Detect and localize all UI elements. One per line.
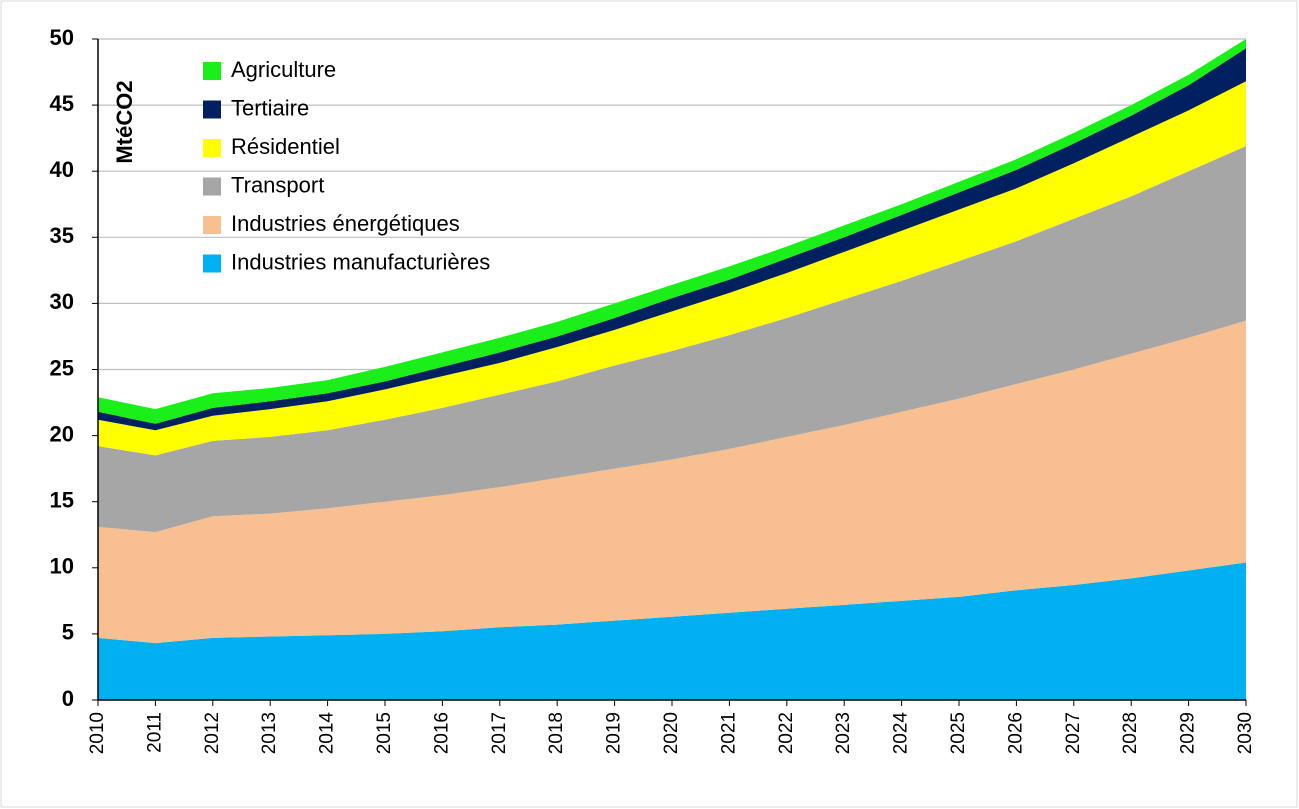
area — [98, 562, 1246, 700]
x-tick-label: 2014 — [317, 712, 338, 755]
legend-swatch — [203, 100, 221, 119]
x-tick-label: 2012 — [202, 712, 223, 754]
x-tick-label: 2025 — [948, 712, 969, 754]
area — [98, 81, 1246, 456]
x-tick-label: 2017 — [489, 712, 510, 754]
y-tick-label: 30 — [50, 289, 74, 314]
legend-label: Transport — [231, 172, 324, 197]
area — [98, 320, 1246, 644]
y-axis-label: MtéCO2 — [112, 80, 137, 163]
y-tick-label: 50 — [50, 25, 74, 50]
legend-swatch — [203, 216, 221, 234]
x-tick-label: 2018 — [546, 712, 567, 754]
x-tick-label: 2021 — [718, 712, 739, 754]
legend-swatch — [203, 139, 221, 157]
legend-swatch — [203, 254, 221, 273]
y-tick-label: 20 — [50, 421, 74, 446]
area — [98, 146, 1246, 533]
x-tick-label: 2019 — [604, 712, 625, 754]
x-tick-label: 2024 — [891, 712, 912, 755]
x-tick-label: 2030 — [1235, 712, 1256, 754]
x-tick-label: 2020 — [661, 712, 682, 754]
legend-label: Résidentiel — [231, 134, 340, 159]
y-tick-label: 45 — [50, 91, 74, 116]
legend-swatch — [203, 177, 221, 196]
x-tick-label: 2011 — [144, 712, 165, 753]
y-tick-label: 5 — [62, 620, 74, 645]
areas — [98, 39, 1246, 700]
legend-label: Agriculture — [231, 57, 336, 82]
y-tick-label: 25 — [50, 355, 74, 380]
x-tick-label: 2029 — [1178, 712, 1199, 754]
x-tick-label: 2013 — [259, 712, 280, 754]
x-tick-label: 2022 — [776, 712, 797, 754]
y-tick-label: 35 — [50, 223, 74, 248]
y-tick-label: 40 — [50, 157, 74, 182]
y-tick-label: 10 — [50, 554, 74, 579]
x-tick-label: 2023 — [833, 712, 854, 754]
x-tick-label: 2015 — [374, 712, 395, 754]
x-tick-label: 2027 — [1063, 712, 1084, 754]
y-tick-label: 15 — [50, 488, 74, 513]
x-tick-label: 2016 — [431, 712, 452, 754]
legend-label: Industries manufacturières — [231, 249, 490, 274]
legend-swatch — [203, 62, 221, 80]
y-tick-label: 0 — [62, 686, 74, 711]
legend-label: Industries énergétiques — [231, 211, 460, 236]
x-tick-label: 2026 — [1005, 712, 1026, 754]
x-tick-label: 2010 — [87, 712, 108, 754]
x-tick-label: 2028 — [1120, 712, 1141, 754]
legend-label: Tertiaire — [231, 95, 309, 120]
